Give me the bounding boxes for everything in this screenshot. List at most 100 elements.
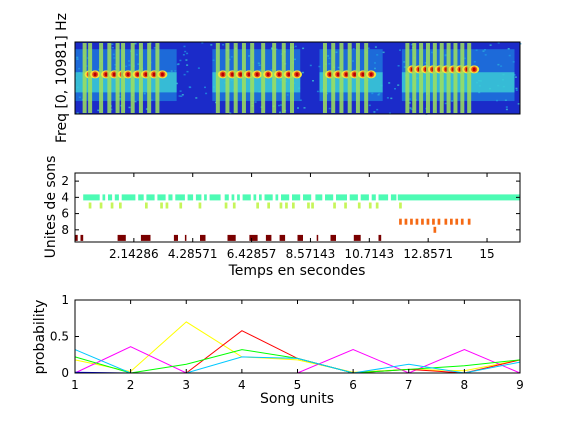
unit-5-segment: [165, 202, 169, 209]
probability-xtick-label: 6: [349, 378, 357, 392]
unit-4-segment: [102, 194, 106, 201]
spectrogram-noise: [134, 42, 137, 45]
note-peak: [160, 72, 164, 77]
burst-column: [405, 43, 410, 113]
spectrogram-noise: [489, 44, 492, 46]
unit-8-segment: [433, 226, 437, 233]
burst-column: [82, 43, 87, 113]
unit-5-segment: [179, 202, 183, 209]
unit-4-segment: [325, 194, 334, 201]
note-peak: [136, 72, 140, 77]
spectrogram-noise: [410, 43, 413, 46]
unit-5-segment: [279, 202, 283, 209]
units-ytick-label: 8: [61, 223, 69, 237]
spectrogram-noise: [297, 107, 299, 109]
unit-4-segment: [242, 194, 251, 201]
unit-4-segment: [237, 194, 240, 201]
units-xtick-label: 4.28571: [168, 247, 218, 261]
note-peak: [344, 72, 348, 77]
unit-9-segment: [353, 234, 361, 241]
unit-4-segment: [259, 194, 262, 201]
burst-column: [339, 43, 344, 113]
note-peak: [152, 72, 156, 77]
note-peak: [239, 72, 243, 77]
spectrogram-noise: [279, 104, 282, 106]
burst-column: [460, 43, 465, 113]
unit-5-segment: [399, 202, 402, 209]
burst-column: [364, 43, 369, 113]
burst-column: [425, 43, 430, 113]
probability-xtick-label: 9: [516, 378, 524, 392]
burst-column: [261, 43, 266, 113]
units-xlabel: Temps en secondes: [228, 263, 366, 279]
unit-7-segment: [415, 218, 419, 225]
spectrogram-noise: [184, 50, 187, 53]
spectrogram-noise: [145, 108, 148, 110]
burst-column: [281, 43, 286, 113]
unit-9-segment: [80, 234, 84, 241]
spectrogram-noise: [513, 74, 516, 76]
spectrogram-noise: [382, 51, 385, 54]
burst-column: [121, 43, 126, 113]
unit-5-segment: [344, 202, 347, 209]
burst-column: [432, 43, 437, 113]
note-peak: [353, 72, 357, 77]
spectrogram-noise: [229, 112, 232, 114]
unit-4-segment: [315, 194, 323, 201]
burst-column: [331, 43, 336, 113]
probability-xtick-label: 1: [71, 378, 79, 392]
note-peak: [221, 72, 225, 77]
spectrogram-noise: [507, 48, 510, 50]
burst-column: [233, 43, 238, 113]
burst-column: [347, 43, 352, 113]
unit-4-segment: [275, 194, 279, 201]
spectrogram-noise: [186, 52, 189, 55]
unit-4-segment: [378, 194, 389, 201]
units-ytick-label: 2: [61, 174, 69, 188]
unit-4-segment: [209, 194, 221, 201]
probability-ytick-label: 0.5: [50, 330, 69, 344]
units-ylabel: Unites de sons: [43, 156, 59, 259]
burst-column: [290, 43, 295, 113]
unit-5-segment: [119, 202, 122, 209]
unit-4-segment: [195, 194, 202, 201]
unit-9-segment: [265, 234, 272, 241]
burst-column: [446, 43, 451, 113]
spectrogram-noise: [205, 92, 208, 95]
unit-9-segment: [227, 234, 236, 241]
unit-7-segment: [432, 218, 435, 225]
spectrogram-noise: [408, 102, 411, 104]
unit-7-segment: [444, 218, 448, 225]
unit-4-segment: [303, 194, 312, 201]
spectrogram-noise: [128, 106, 131, 109]
unit-5-segment: [311, 202, 314, 209]
spectrogram-noise: [186, 64, 189, 66]
spectrogram-noise: [279, 111, 281, 114]
note-peak: [112, 72, 116, 77]
spectrogram-noise: [210, 44, 213, 46]
probability-ytick-label: 1: [61, 293, 69, 307]
units-xtick-label: 2.14286: [109, 247, 159, 261]
unit-5-segment: [333, 202, 336, 209]
burst-column: [147, 43, 152, 113]
spectrogram-noise: [181, 94, 184, 96]
spectrogram-noise: [303, 107, 306, 109]
spectrogram-noise: [374, 46, 377, 48]
spectrogram-noise: [197, 67, 200, 69]
probability-ylabel: probability: [32, 300, 48, 375]
note-peak: [247, 72, 251, 77]
burst-column: [99, 43, 104, 113]
note-peak: [295, 72, 299, 77]
spectrogram-noise: [389, 112, 391, 114]
spectrogram-noise: [399, 49, 401, 51]
unit-9-segment: [330, 234, 336, 241]
unit-9-segment: [173, 234, 178, 241]
burst-column: [241, 43, 246, 113]
unit-5-segment: [88, 202, 92, 209]
unit-9-segment: [249, 234, 258, 241]
spectrogram-noise: [179, 90, 182, 92]
unit-7-segment: [455, 218, 459, 225]
unit-5-segment: [256, 202, 259, 209]
spectrogram-noise: [515, 89, 518, 91]
units-frame: [74, 172, 521, 243]
